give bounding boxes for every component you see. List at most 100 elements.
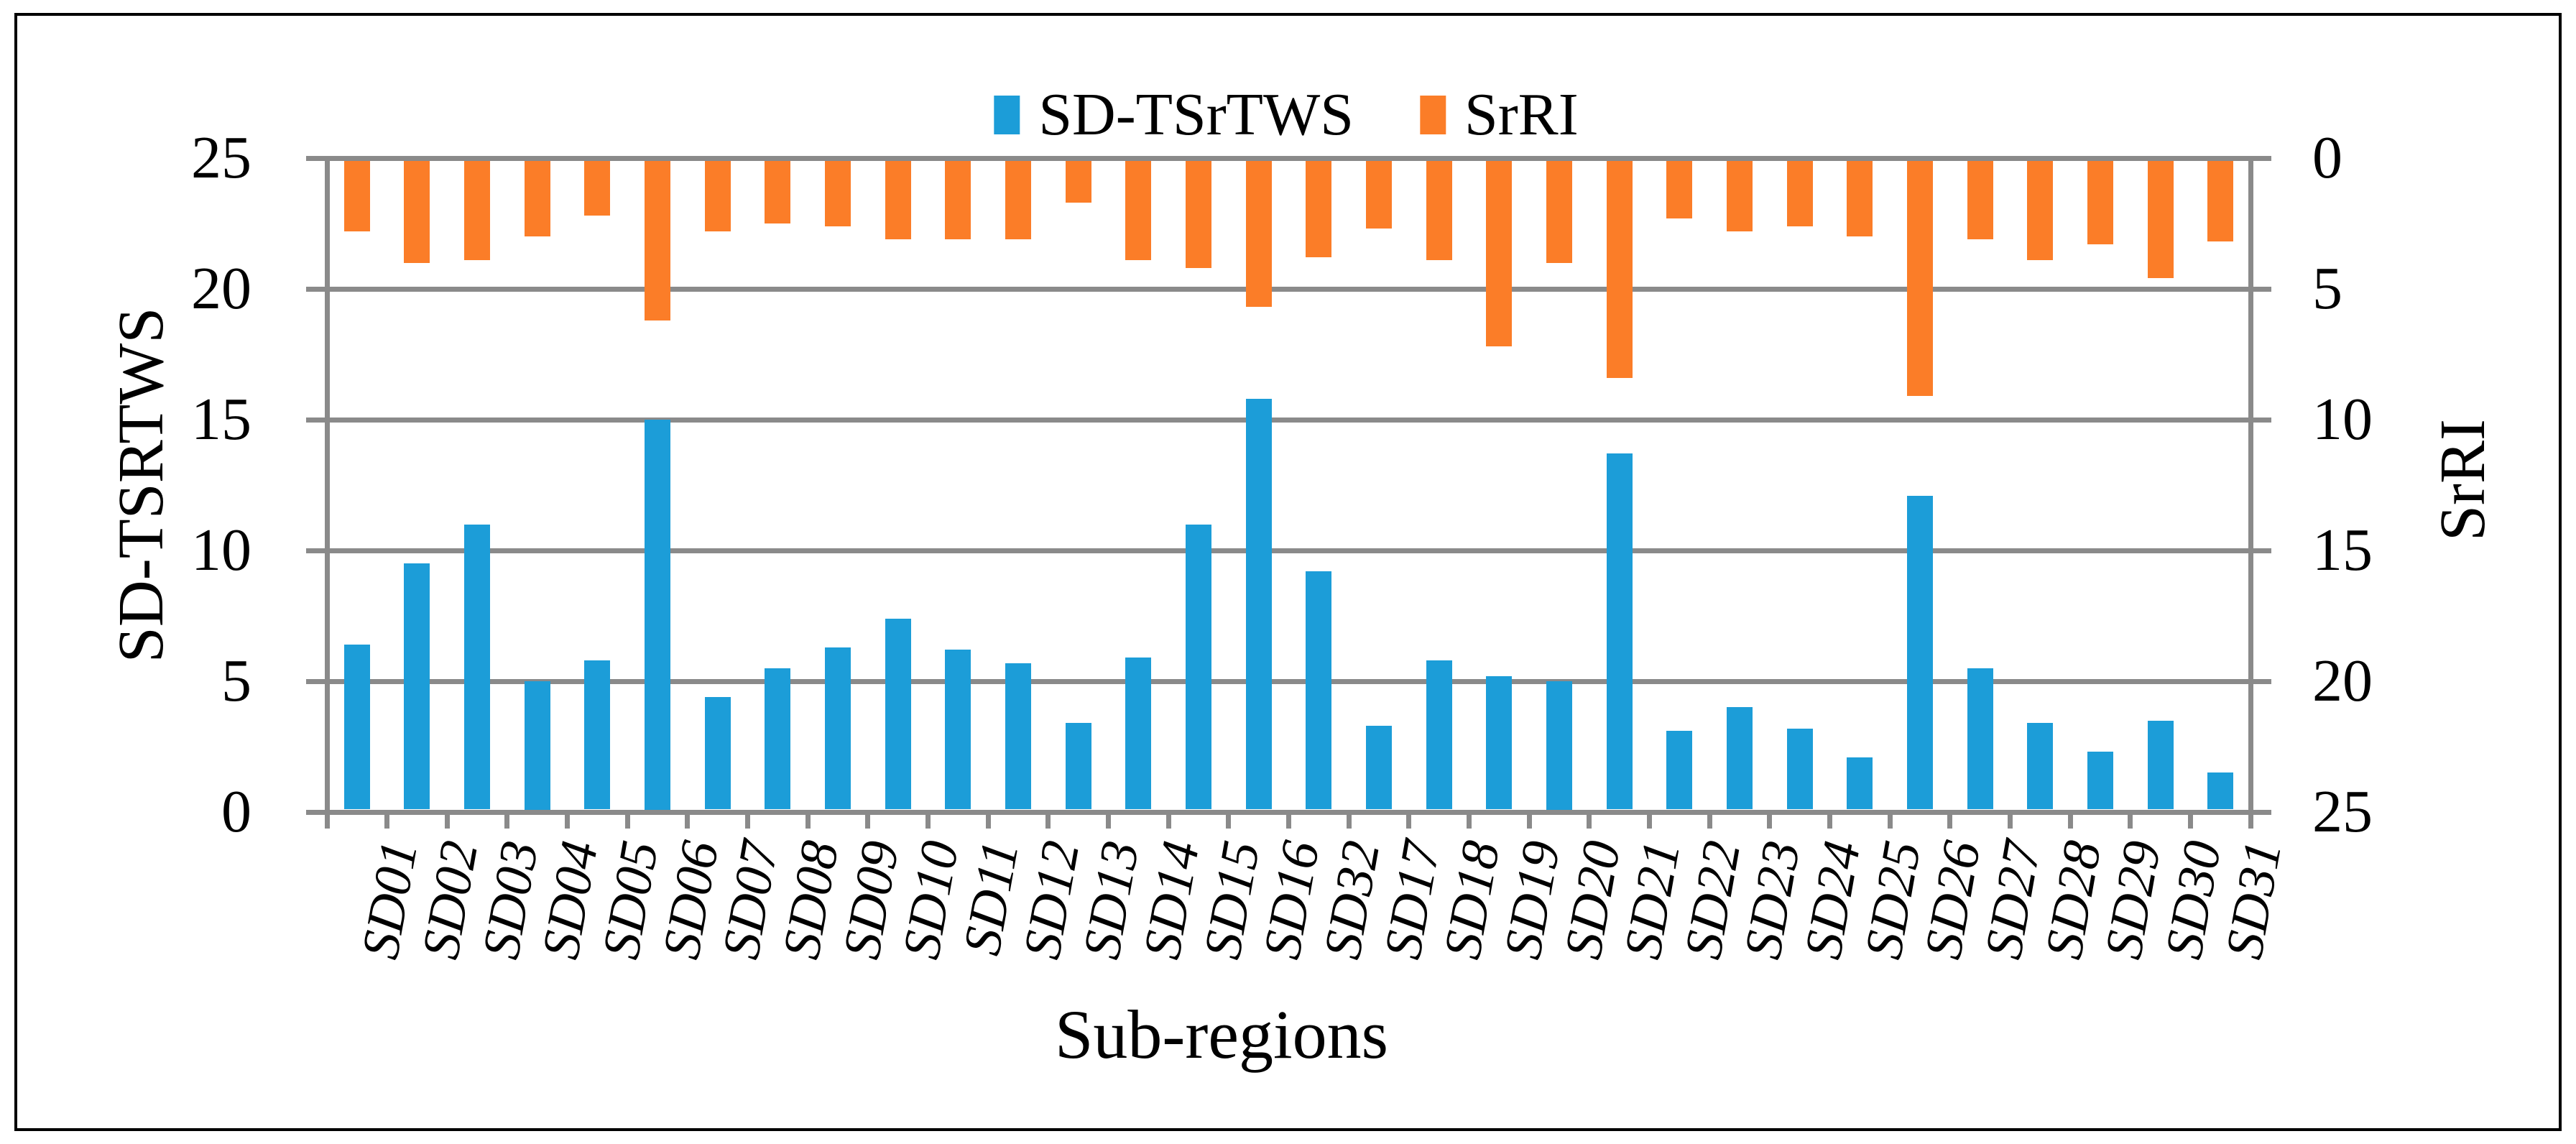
- figure-border: [14, 13, 2562, 1131]
- legend: SD-TSrTWS SrRI: [994, 81, 1579, 148]
- x-tick: [985, 812, 991, 829]
- bar-sd-tsrtws-SD18: [1426, 660, 1452, 810]
- x-tick: [504, 812, 510, 829]
- bar-srri-SD23: [1726, 160, 1753, 231]
- x-tick: [1466, 812, 1472, 829]
- bar-sd-tsrtws-SD22: [1666, 731, 1693, 810]
- bar-sd-tsrtws-SD04: [524, 681, 550, 810]
- x-tick: [805, 812, 811, 829]
- legend-swatch-srri: [1419, 96, 1446, 134]
- bar-srri-SD24: [1786, 160, 1813, 226]
- x-tick: [1947, 812, 1953, 829]
- x-tick: [1707, 812, 1712, 829]
- x-tick: [865, 812, 871, 829]
- bar-sd-tsrtws-SD08: [765, 668, 791, 810]
- bar-srri-SD31: [2207, 160, 2234, 242]
- bar-srri-SD19: [1486, 160, 1513, 347]
- bar-srri-SD26: [1906, 160, 1933, 397]
- x-tick: [384, 812, 390, 829]
- x-tick: [1827, 812, 1832, 829]
- bar-srri-SD28: [2027, 160, 2054, 260]
- legend-swatch-sd-tsrtws: [994, 96, 1020, 134]
- gridline: [306, 286, 2271, 292]
- x-tick: [1045, 812, 1051, 829]
- bar-sd-tsrtws-SD20: [1546, 681, 1572, 810]
- bar-sd-tsrtws-SD06: [645, 420, 671, 810]
- x-tick: [745, 812, 751, 829]
- gridline: [306, 678, 2271, 684]
- bar-sd-tsrtws-SD09: [825, 647, 851, 810]
- legend-label-srri: SrRI: [1464, 81, 1579, 148]
- right-axis-tick-label: 15: [2312, 517, 2373, 583]
- bar-sd-tsrtws-SD23: [1726, 707, 1753, 810]
- bar-srri-SD03: [464, 160, 491, 260]
- x-tick: [1587, 812, 1592, 829]
- gridline: [306, 417, 2271, 423]
- x-tick: [1646, 812, 1652, 829]
- bar-sd-tsrtws-SD19: [1486, 675, 1513, 810]
- gridline: [306, 155, 2271, 161]
- bar-sd-tsrtws-SD11: [945, 650, 971, 810]
- bar-sd-tsrtws-SD10: [885, 618, 911, 810]
- bar-srri-SD06: [645, 160, 671, 320]
- bar-srri-SD04: [524, 160, 550, 237]
- bar-srri-SD29: [2087, 160, 2113, 245]
- bar-srri-SD02: [404, 160, 430, 263]
- bar-sd-tsrtws-SD02: [404, 563, 430, 810]
- bar-sd-tsrtws-SD27: [1967, 668, 1993, 810]
- bar-srri-SD01: [343, 160, 370, 231]
- bar-sd-tsrtws-SD16: [1245, 398, 1272, 810]
- bar-srri-SD07: [704, 160, 731, 231]
- right-axis-tick-label: 25: [2312, 778, 2373, 845]
- x-tick: [565, 812, 571, 829]
- left-axis-line: [324, 155, 330, 826]
- x-tick: [1887, 812, 1893, 829]
- x-tick: [925, 812, 931, 829]
- bar-sd-tsrtws-SD29: [2087, 752, 2113, 810]
- bar-srri-SD27: [1967, 160, 1993, 239]
- bar-srri-SD12: [1005, 160, 1032, 239]
- bar-sd-tsrtws-SD26: [1906, 495, 1933, 810]
- x-tick: [685, 812, 691, 829]
- x-tick: [2248, 812, 2253, 829]
- bar-sd-tsrtws-SD31: [2207, 772, 2234, 810]
- x-tick: [1286, 812, 1291, 829]
- left-axis-tick-label: 20: [191, 255, 251, 322]
- bar-sd-tsrtws-SD30: [2147, 720, 2174, 810]
- x-tick: [1346, 812, 1352, 829]
- bar-srri-SD11: [945, 160, 971, 239]
- bar-srri-SD15: [1186, 160, 1212, 268]
- bar-srri-SD30: [2147, 160, 2174, 279]
- left-axis-title: SD-TSRTWS: [106, 307, 177, 663]
- x-tick: [324, 812, 330, 829]
- x-tick: [2128, 812, 2133, 829]
- bar-srri-SD20: [1546, 160, 1572, 263]
- bar-sd-tsrtws-SD32: [1306, 571, 1332, 810]
- bar-srri-SD25: [1847, 160, 1873, 237]
- bar-sd-tsrtws-SD12: [1005, 663, 1032, 810]
- x-tick: [444, 812, 450, 829]
- x-tick: [624, 812, 630, 829]
- right-axis-title: SrRI: [2427, 418, 2498, 542]
- bar-srri-SD10: [885, 160, 911, 239]
- bar-sd-tsrtws-SD01: [343, 645, 370, 810]
- bar-srri-SD21: [1606, 160, 1633, 378]
- bar-srri-SD32: [1306, 160, 1332, 258]
- bar-srri-SD16: [1245, 160, 1272, 308]
- bar-sd-tsrtws-SD03: [464, 524, 491, 810]
- bar-srri-SD08: [765, 160, 791, 223]
- gridline: [306, 548, 2271, 553]
- x-tick: [1406, 812, 1412, 829]
- x-tick: [1767, 812, 1773, 829]
- bar-sd-tsrtws-SD21: [1606, 453, 1633, 810]
- bar-srri-SD18: [1426, 160, 1452, 260]
- bar-srri-SD05: [584, 160, 611, 216]
- bar-sd-tsrtws-SD13: [1065, 723, 1091, 810]
- bar-sd-tsrtws-SD25: [1847, 757, 1873, 810]
- x-tick: [2007, 812, 2013, 829]
- bar-sd-tsrtws-SD14: [1125, 658, 1152, 810]
- legend-label-sd-tsrtws: SD-TSrTWS: [1038, 81, 1354, 148]
- x-tick: [1165, 812, 1171, 829]
- bar-sd-tsrtws-SD24: [1786, 728, 1813, 810]
